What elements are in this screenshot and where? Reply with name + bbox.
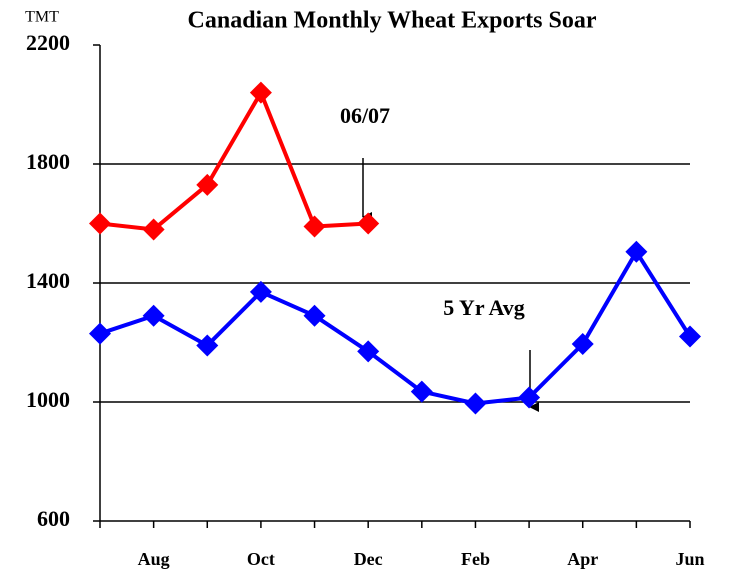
series-label: 06/07 bbox=[340, 103, 390, 128]
data-point bbox=[142, 304, 165, 327]
data-point bbox=[464, 392, 487, 415]
chart-title: Canadian Monthly Wheat Exports Soar bbox=[188, 8, 597, 34]
y-tick-label: 1400 bbox=[26, 268, 70, 293]
data-point bbox=[196, 173, 219, 196]
data-point bbox=[625, 240, 648, 263]
series-line bbox=[99, 249, 692, 406]
data-point bbox=[303, 304, 326, 327]
series-label: 5 Yr Avg bbox=[443, 295, 524, 320]
x-tick-label: Jun bbox=[675, 549, 704, 569]
x-tick-label: Apr bbox=[567, 549, 598, 569]
x-tick-label: Feb bbox=[461, 549, 490, 569]
data-point bbox=[249, 280, 272, 303]
data-point bbox=[410, 380, 433, 403]
data-point bbox=[679, 325, 701, 348]
data-point bbox=[89, 322, 111, 345]
y-unit: TMT bbox=[25, 9, 59, 26]
data-point bbox=[249, 81, 272, 104]
x-tick-label: Oct bbox=[247, 549, 275, 569]
data-point bbox=[303, 215, 326, 238]
data-point bbox=[357, 212, 380, 235]
data-point bbox=[357, 340, 380, 363]
data-point bbox=[571, 332, 594, 355]
y-tick-label: 1800 bbox=[26, 149, 70, 174]
data-point bbox=[518, 386, 541, 409]
x-tick-label: Dec bbox=[354, 549, 383, 569]
data-point bbox=[142, 218, 165, 241]
y-tick-label: 600 bbox=[37, 506, 70, 531]
y-tick-label: 2200 bbox=[26, 30, 70, 55]
y-tick-label: 1000 bbox=[26, 387, 70, 412]
data-point bbox=[196, 334, 219, 357]
x-tick-label: Aug bbox=[138, 549, 170, 569]
data-point bbox=[89, 212, 111, 235]
series-line bbox=[99, 90, 369, 232]
